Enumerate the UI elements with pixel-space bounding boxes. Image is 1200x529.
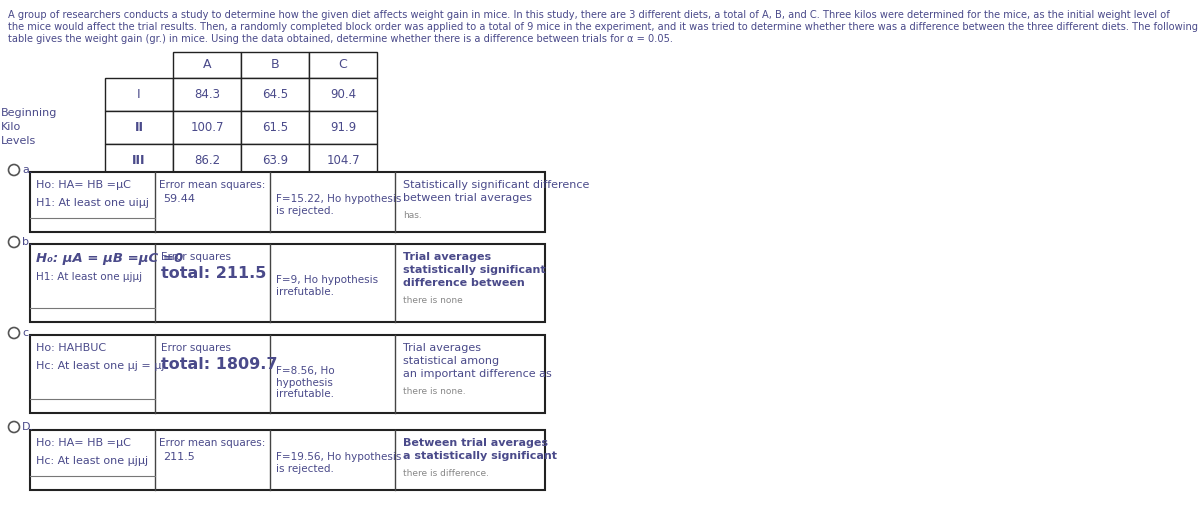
- Text: there is difference.: there is difference.: [403, 469, 488, 478]
- Text: c.: c.: [22, 328, 31, 338]
- Text: H₀: μA = μB =μC =0: H₀: μA = μB =μC =0: [36, 252, 184, 265]
- Text: F=8.56, Ho
hypothesis
irrefutable.: F=8.56, Ho hypothesis irrefutable.: [276, 366, 335, 399]
- Bar: [106, 78, 173, 111]
- Text: an important difference as: an important difference as: [403, 369, 552, 379]
- Bar: [310, 111, 377, 144]
- Text: 59.44: 59.44: [163, 194, 194, 204]
- Bar: [30, 430, 545, 490]
- Text: has.: has.: [403, 211, 421, 220]
- Text: Error squares: Error squares: [161, 252, 230, 262]
- Text: Ho: HA= HB =μC: Ho: HA= HB =μC: [36, 180, 131, 190]
- Text: D.: D.: [22, 422, 34, 432]
- Text: 84.3: 84.3: [194, 88, 220, 101]
- Text: the mice would affect the trial results. Then, a randomly completed block order : the mice would affect the trial results.…: [8, 22, 1198, 32]
- Text: I: I: [137, 88, 140, 101]
- Text: there is none: there is none: [403, 296, 462, 305]
- Text: Trial averages: Trial averages: [403, 343, 481, 353]
- Text: Between trial averages: Between trial averages: [403, 438, 547, 448]
- Circle shape: [8, 236, 19, 248]
- Text: F=9, Ho hypothesis
irrefutable.: F=9, Ho hypothesis irrefutable.: [276, 275, 378, 297]
- Bar: [173, 78, 241, 111]
- Bar: [173, 52, 241, 78]
- Bar: [30, 335, 545, 413]
- Text: H1: At least one μjμj: H1: At least one μjμj: [36, 272, 142, 282]
- Circle shape: [8, 327, 19, 339]
- Text: 86.2: 86.2: [194, 154, 220, 167]
- Text: B: B: [271, 59, 280, 71]
- Bar: [106, 111, 173, 144]
- Circle shape: [8, 422, 19, 433]
- Text: 64.5: 64.5: [262, 88, 288, 101]
- Circle shape: [8, 165, 19, 176]
- Text: Hᴄ: At least one μj = μj: Hᴄ: At least one μj = μj: [36, 361, 164, 371]
- Text: Ho: HAHBUC: Ho: HAHBUC: [36, 343, 106, 353]
- Text: a.: a.: [22, 165, 32, 175]
- Bar: [241, 78, 310, 111]
- Text: 104.7: 104.7: [326, 154, 360, 167]
- Text: A group of researchers conducts a study to determine how the given diet affects : A group of researchers conducts a study …: [8, 10, 1170, 20]
- Text: between trial averages: between trial averages: [403, 193, 532, 203]
- Text: Statistically significant difference: Statistically significant difference: [403, 180, 589, 190]
- Text: b.: b.: [22, 237, 32, 247]
- Text: Ho: HA= HB =μC: Ho: HA= HB =μC: [36, 438, 131, 448]
- Text: 61.5: 61.5: [262, 121, 288, 134]
- Bar: [173, 144, 241, 177]
- Bar: [310, 144, 377, 177]
- Text: II: II: [134, 121, 144, 134]
- Bar: [241, 52, 310, 78]
- Text: III: III: [132, 154, 145, 167]
- Text: difference between: difference between: [403, 278, 524, 288]
- Text: Error squares: Error squares: [161, 343, 230, 353]
- Text: total: 1809.7: total: 1809.7: [161, 357, 277, 372]
- Text: table gives the weight gain (gr.) in mice. Using the data obtained, determine wh: table gives the weight gain (gr.) in mic…: [8, 34, 673, 44]
- Bar: [173, 111, 241, 144]
- Text: F=15.22, Ho hypothesis
is rejected.: F=15.22, Ho hypothesis is rejected.: [276, 194, 401, 216]
- Bar: [30, 172, 545, 232]
- Bar: [310, 52, 377, 78]
- Text: 63.9: 63.9: [262, 154, 288, 167]
- Text: Error mean squares:: Error mean squares:: [160, 438, 265, 448]
- Text: A: A: [203, 59, 211, 71]
- Text: Trial averages: Trial averages: [403, 252, 491, 262]
- Text: 91.9: 91.9: [330, 121, 356, 134]
- Text: statistical among: statistical among: [403, 356, 499, 366]
- Text: 211.5: 211.5: [163, 452, 194, 462]
- Text: Error mean squares:: Error mean squares:: [160, 180, 265, 190]
- Bar: [106, 144, 173, 177]
- Text: statistically significant: statistically significant: [403, 265, 545, 275]
- Text: 100.7: 100.7: [191, 121, 223, 134]
- Text: C: C: [338, 59, 347, 71]
- Bar: [310, 78, 377, 111]
- Text: total: 211.5: total: 211.5: [161, 266, 266, 281]
- Bar: [241, 111, 310, 144]
- Text: H1: At least one uiμj: H1: At least one uiμj: [36, 198, 149, 208]
- Text: F=19.56, Ho hypothesis
is rejected.: F=19.56, Ho hypothesis is rejected.: [276, 452, 401, 473]
- Text: Beginning
Kilo
Levels: Beginning Kilo Levels: [1, 108, 58, 147]
- Text: there is none.: there is none.: [403, 387, 466, 396]
- Bar: [241, 144, 310, 177]
- Bar: [30, 244, 545, 322]
- Text: a statistically significant: a statistically significant: [403, 451, 557, 461]
- Text: 90.4: 90.4: [330, 88, 356, 101]
- Text: Hᴄ: At least one μjμj: Hᴄ: At least one μjμj: [36, 456, 148, 466]
